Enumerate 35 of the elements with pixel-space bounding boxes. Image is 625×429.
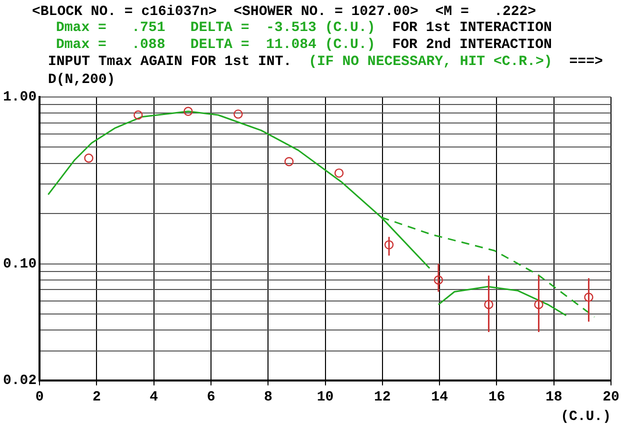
x-tick-label: 10 [316,389,334,406]
point [134,110,143,120]
x-tick-label: 18 [545,389,562,406]
text: Dmax = .088 DELTA = 11.084 (C.U.) [56,37,376,53]
text: ===> [569,54,603,70]
text: FOR 2nd INTERACTION [392,37,552,53]
text: Dmax = .751 DELTA = -3.513 (C.U.) [56,20,376,36]
y-tick-label: 0.02 [2,372,37,389]
y-axis-title: D(N,200) [48,72,116,88]
x-tick-label: 6 [206,389,216,406]
x-tick-label: 14 [431,389,448,406]
point [434,275,444,285]
point [234,109,243,119]
point [534,300,544,310]
x-tick-label: 16 [488,389,506,406]
text: (IF NO NECESSARY, HIT <C.R.>) [308,54,552,70]
point [284,156,294,166]
x-tick-label: 8 [264,389,272,406]
x-tick-label: 0 [35,389,44,406]
y-tick-label: 1.00 [2,90,37,106]
x-tick-label: 12 [374,389,391,406]
point [384,240,394,250]
x-axis-title: (C.U.) [560,409,611,426]
point [334,168,344,178]
point [484,300,494,310]
point [84,154,94,163]
chart-title: <BLOCK NO. = c16i037n> <SHOWER NO. = 1027.00> <M = .222> [32,4,536,20]
x-tick-label: 4 [150,389,158,406]
point [184,106,193,116]
text: FOR 1st INTERACTION [392,20,552,36]
x-tick-label: 2 [92,389,101,406]
x-tick-label: 20 [602,389,620,406]
point [584,292,594,302]
text: INPUT Tmax AGAIN FOR 1st INT. [48,54,292,70]
y-tick-label: 0.10 [2,256,37,272]
